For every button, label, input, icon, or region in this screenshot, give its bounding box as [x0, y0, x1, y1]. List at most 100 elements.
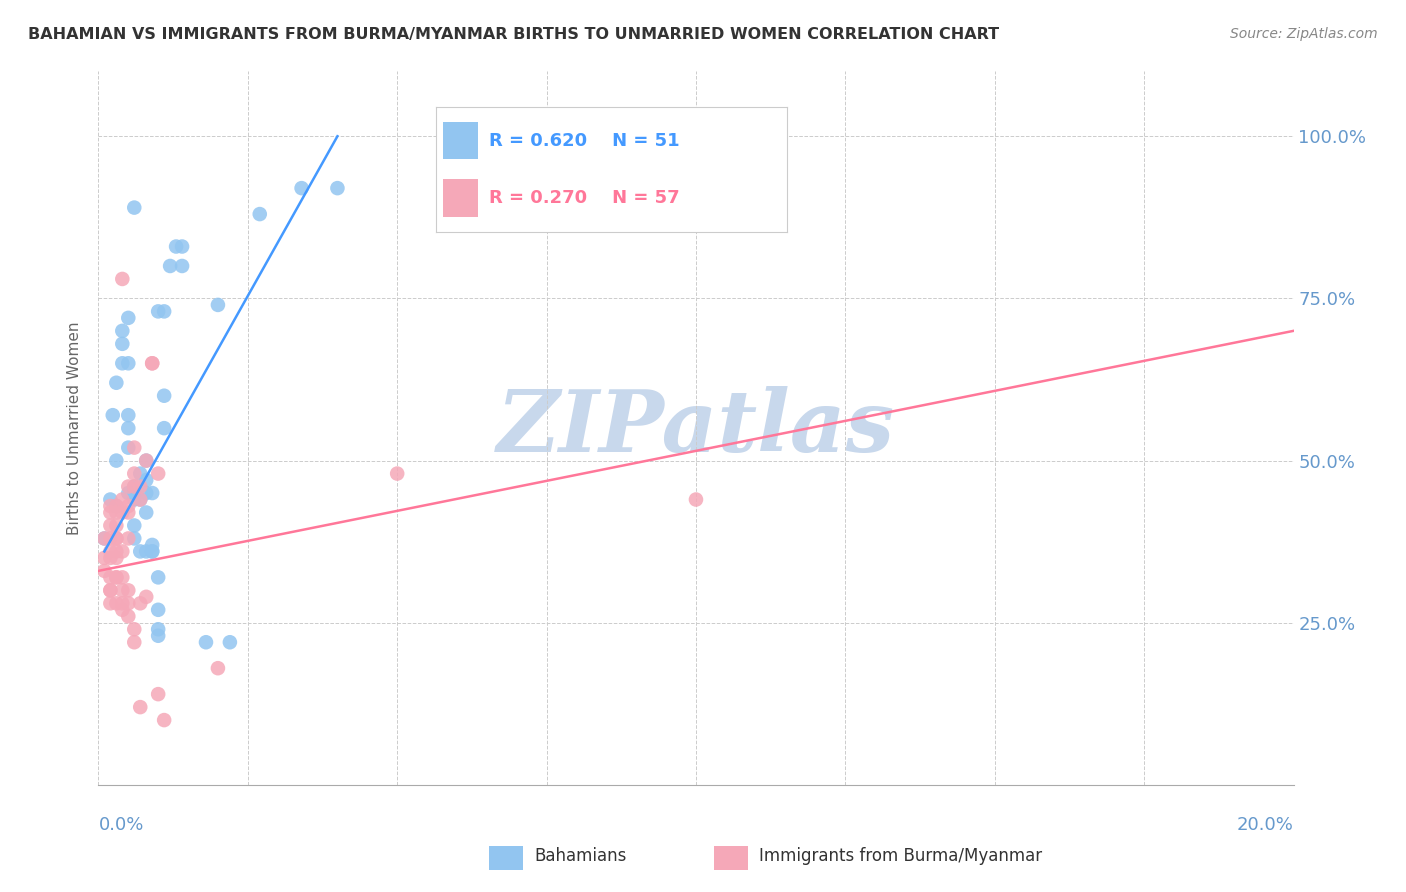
Point	[165, 239, 187, 253]
Point	[148, 467, 170, 481]
Point	[141, 544, 163, 558]
Point	[111, 544, 134, 558]
Point	[172, 239, 194, 253]
Point	[111, 506, 134, 520]
Point	[385, 467, 409, 481]
Point	[141, 356, 163, 370]
Point	[105, 596, 128, 610]
Point	[105, 506, 128, 520]
Bar	[489, 846, 523, 870]
Point	[111, 356, 134, 370]
Point	[98, 570, 122, 584]
Point	[93, 564, 115, 578]
Point	[93, 532, 115, 546]
Point	[117, 506, 139, 520]
Point	[105, 532, 128, 546]
Point	[124, 622, 146, 636]
Bar	[443, 179, 478, 217]
Point	[117, 499, 139, 513]
Point	[98, 506, 122, 520]
Point	[124, 479, 146, 493]
Point	[105, 544, 128, 558]
Point	[124, 479, 146, 493]
Text: 20.0%: 20.0%	[1237, 816, 1294, 834]
Point	[111, 336, 134, 351]
Point	[685, 492, 707, 507]
Point	[172, 259, 194, 273]
Point	[135, 473, 157, 487]
Point	[117, 356, 139, 370]
Point	[111, 272, 134, 286]
Text: R = 0.620    N = 51: R = 0.620 N = 51	[489, 132, 679, 150]
Text: Source: ZipAtlas.com: Source: ZipAtlas.com	[1230, 27, 1378, 41]
Point	[105, 550, 128, 565]
Point	[98, 532, 122, 546]
Point	[124, 441, 146, 455]
Point	[98, 583, 122, 598]
Y-axis label: Births to Unmarried Women: Births to Unmarried Women	[67, 321, 83, 535]
Point	[141, 356, 163, 370]
Point	[105, 570, 128, 584]
Point	[129, 492, 152, 507]
Point	[117, 441, 139, 455]
Point	[141, 544, 163, 558]
Point	[117, 479, 139, 493]
Text: ZIPatlas: ZIPatlas	[496, 386, 896, 470]
Point	[111, 603, 134, 617]
Point	[153, 421, 176, 435]
Point	[124, 532, 146, 546]
Text: BAHAMIAN VS IMMIGRANTS FROM BURMA/MYANMAR BIRTHS TO UNMARRIED WOMEN CORRELATION : BAHAMIAN VS IMMIGRANTS FROM BURMA/MYANMA…	[28, 27, 1000, 42]
Point	[117, 486, 139, 500]
Point	[129, 700, 152, 714]
Point	[124, 635, 146, 649]
Point	[135, 453, 157, 467]
Point	[117, 310, 139, 325]
Point	[105, 499, 128, 513]
Point	[148, 304, 170, 318]
Point	[98, 550, 122, 565]
Point	[98, 583, 122, 598]
Point	[141, 538, 163, 552]
Point	[159, 259, 181, 273]
Point	[117, 583, 139, 598]
Point	[129, 492, 152, 507]
Point	[148, 570, 170, 584]
Point	[148, 622, 170, 636]
Point	[93, 532, 115, 546]
Point	[129, 544, 152, 558]
Point	[98, 492, 122, 507]
Point	[153, 713, 176, 727]
Point	[135, 453, 157, 467]
Text: Bahamians: Bahamians	[534, 847, 627, 865]
Text: Immigrants from Burma/Myanmar: Immigrants from Burma/Myanmar	[759, 847, 1042, 865]
Point	[111, 492, 134, 507]
Point	[111, 570, 134, 584]
Point	[153, 389, 176, 403]
Point	[105, 376, 128, 390]
Point	[153, 304, 176, 318]
Point	[129, 467, 152, 481]
Point	[117, 609, 139, 624]
Point	[117, 421, 139, 435]
Point	[124, 518, 146, 533]
Point	[111, 583, 134, 598]
Point	[111, 596, 134, 610]
Point	[105, 499, 128, 513]
Point	[117, 408, 139, 422]
Point	[135, 506, 157, 520]
Point	[105, 518, 128, 533]
Point	[117, 532, 139, 546]
Point	[124, 492, 146, 507]
Point	[135, 486, 157, 500]
Point	[148, 603, 170, 617]
Point	[124, 486, 146, 500]
Point	[98, 518, 122, 533]
Bar	[714, 846, 748, 870]
Point	[219, 635, 242, 649]
Point	[129, 596, 152, 610]
Point	[135, 590, 157, 604]
Point	[101, 408, 124, 422]
Text: R = 0.270    N = 57: R = 0.270 N = 57	[489, 189, 679, 207]
Point	[326, 181, 349, 195]
Point	[124, 201, 146, 215]
